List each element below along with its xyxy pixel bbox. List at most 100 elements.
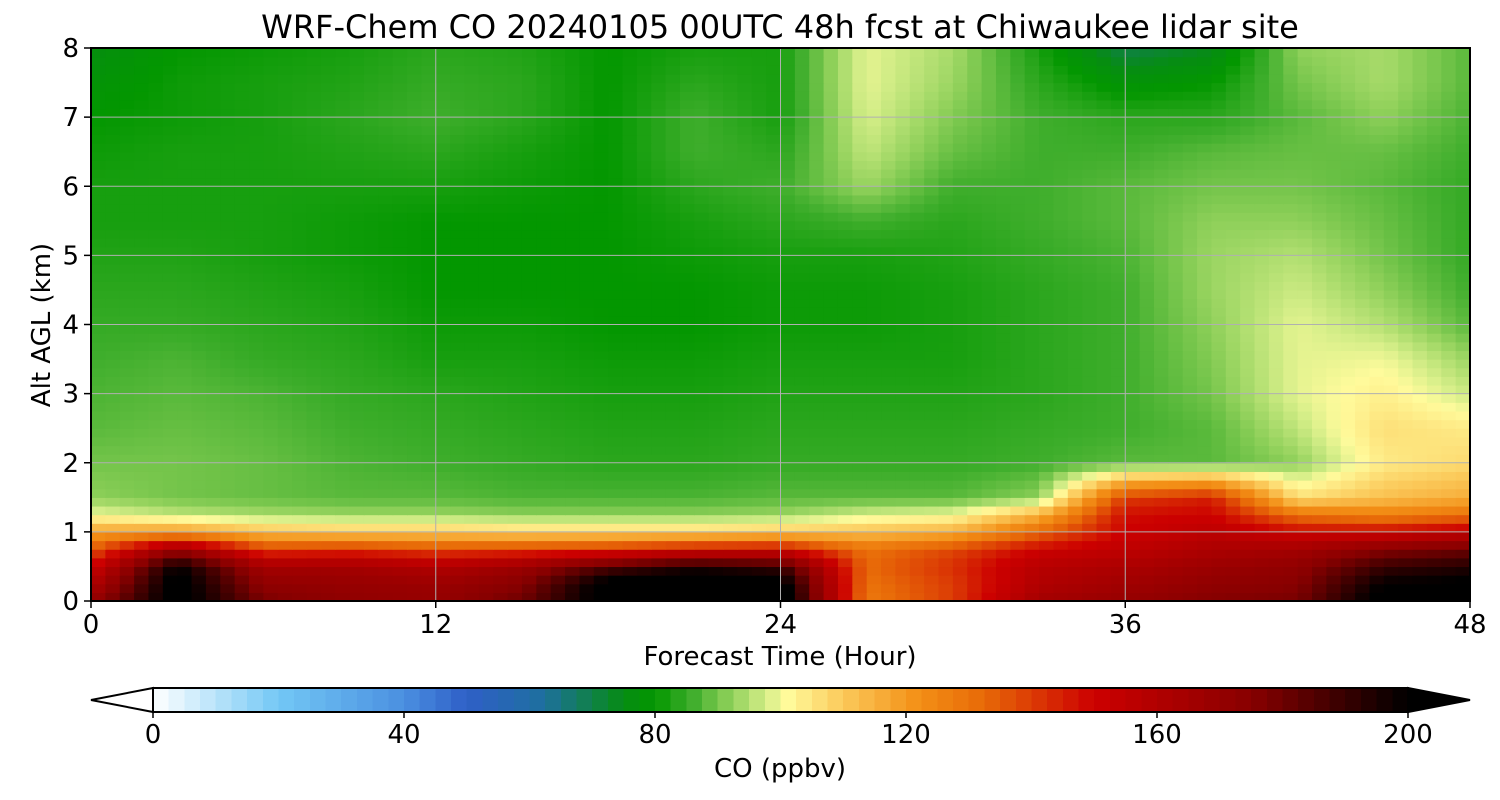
heatmap-cell: [335, 255, 351, 265]
heatmap-cell: [1082, 160, 1098, 170]
heatmap-cell: [1153, 505, 1169, 516]
heatmap-cell: [1455, 462, 1470, 472]
heatmap-cell: [1355, 497, 1371, 507]
heatmap-cell: [895, 220, 911, 231]
heatmap-cell: [1254, 436, 1270, 447]
heatmap-cell: [407, 281, 422, 291]
heatmap-cell: [1426, 445, 1442, 455]
heatmap-cell: [967, 471, 983, 481]
heatmap-cell: [1326, 575, 1342, 585]
heatmap-cell: [507, 497, 523, 507]
heatmap-cell: [234, 272, 250, 282]
heatmap-cell: [694, 324, 710, 334]
heatmap-cell: [608, 454, 624, 464]
heatmap-cell: [766, 471, 782, 481]
heatmap-cell: [363, 220, 379, 231]
heatmap-cell: [263, 281, 279, 291]
heatmap-cell: [407, 583, 422, 593]
heatmap-cell: [608, 281, 624, 291]
heatmap-cell: [1197, 203, 1213, 213]
heatmap-cell: [1153, 350, 1169, 360]
heatmap-cell: [550, 505, 566, 516]
heatmap-cell: [1240, 220, 1256, 231]
heatmap-cell: [1197, 315, 1213, 326]
heatmap-cell: [349, 471, 365, 481]
heatmap-cell: [148, 488, 164, 498]
heatmap-cell: [1441, 341, 1457, 352]
heatmap-cell: [679, 212, 695, 222]
heatmap-cell: [205, 367, 221, 377]
heatmap-cell: [1010, 151, 1026, 161]
heatmap-cell: [1211, 350, 1227, 360]
heatmap-cell: [363, 307, 379, 317]
heatmap-cell: [852, 575, 868, 585]
heatmap-cell: [464, 557, 480, 568]
heatmap-cell: [177, 454, 193, 464]
heatmap-cell: [478, 212, 494, 222]
heatmap-cell: [708, 281, 724, 291]
heatmap-cell: [1139, 402, 1155, 412]
heatmap-cell: [794, 393, 810, 403]
heatmap-cell: [1225, 160, 1241, 170]
heatmap-cell: [565, 212, 580, 222]
heatmap-cell: [507, 488, 523, 498]
heatmap-cell: [837, 220, 853, 231]
heatmap-cell: [521, 168, 537, 179]
heatmap-cell: [550, 376, 566, 386]
heatmap-cell: [1297, 186, 1313, 196]
heatmap-cell: [177, 436, 193, 447]
heatmap-cell: [493, 350, 509, 360]
heatmap-cell: [823, 177, 839, 187]
heatmap-cell: [1383, 289, 1399, 300]
heatmap-cell: [220, 350, 236, 360]
heatmap-cell: [478, 402, 494, 412]
heatmap-cell: [1355, 549, 1371, 559]
heatmap-cell: [679, 298, 695, 308]
heatmap-cell: [1082, 462, 1098, 472]
heatmap-cell: [1455, 238, 1470, 248]
heatmap-cell: [162, 514, 178, 524]
heatmap-cell: [665, 341, 681, 352]
heatmap-cell: [1340, 341, 1356, 352]
heatmap-cell: [1340, 246, 1356, 256]
heatmap-cell: [924, 505, 940, 516]
heatmap-cell: [766, 324, 782, 334]
heatmap-cell: [191, 186, 207, 196]
heatmap-cell: [507, 436, 523, 447]
heatmap-cell: [1355, 324, 1371, 334]
heatmap-cell: [435, 557, 451, 568]
heatmap-cell: [1254, 410, 1270, 421]
heatmap-cell: [105, 333, 121, 343]
heatmap-cell: [794, 428, 810, 438]
heatmap-cell: [1369, 445, 1385, 455]
heatmap-cell: [1340, 194, 1356, 205]
heatmap-cell: [909, 350, 925, 360]
heatmap-cell: [1369, 194, 1385, 205]
heatmap-cell: [1225, 168, 1241, 179]
heatmap-cell: [909, 514, 925, 524]
heatmap-cell: [1254, 471, 1270, 481]
heatmap-cell: [636, 151, 652, 161]
heatmap-cell: [565, 246, 580, 256]
heatmap-cell: [105, 445, 121, 455]
heatmap-cell: [320, 592, 336, 601]
heatmap-cell: [995, 359, 1011, 369]
heatmap-cell: [378, 307, 394, 317]
heatmap-cell: [536, 428, 552, 438]
heatmap-cell: [780, 480, 796, 490]
heatmap-cell: [751, 168, 767, 179]
heatmap-cell: [91, 488, 106, 498]
heatmap-cell: [1441, 194, 1457, 205]
heatmap-cell: [565, 402, 580, 412]
heatmap-cell: [895, 505, 911, 516]
heatmap-cell: [191, 359, 207, 369]
heatmap-cell: [608, 505, 624, 516]
heatmap-cell: [593, 298, 609, 308]
heatmap-cell: [708, 186, 724, 196]
heatmap-cell: [464, 264, 480, 274]
heatmap-cell: [1168, 592, 1184, 601]
heatmap-cell: [177, 315, 193, 326]
heatmap-cell: [694, 488, 710, 498]
heatmap-cell: [1455, 436, 1470, 447]
heatmap-cell: [967, 436, 983, 447]
